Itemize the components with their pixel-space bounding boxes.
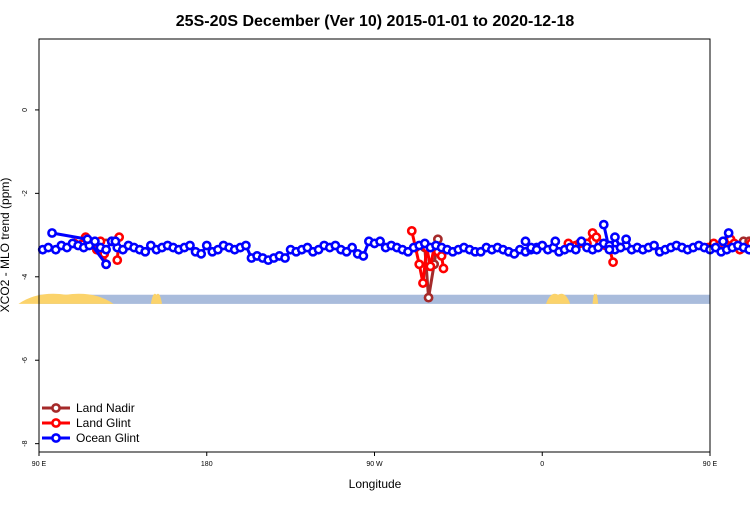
x-tick-label: 0	[540, 461, 544, 468]
data-point	[438, 263, 449, 274]
data-point	[140, 246, 151, 257]
data-point	[82, 234, 93, 245]
series-land-glint	[69, 225, 750, 288]
data-point	[744, 244, 750, 255]
data-point	[598, 219, 609, 230]
data-point	[615, 242, 626, 253]
data-point	[112, 255, 123, 266]
chart-title: 25S-20S December (Ver 10) 2015-01-01 to …	[176, 13, 575, 30]
y-tick-label: -6	[22, 357, 29, 363]
data-point	[358, 251, 369, 261]
y-axis: 0 -2 -4 -6 -8	[22, 108, 39, 447]
x-tick-label: 180	[201, 461, 213, 468]
data-point	[201, 240, 212, 251]
y-tick-label: -4	[22, 274, 29, 280]
x-tick-label: 90 E	[32, 461, 47, 468]
data-point	[531, 244, 542, 255]
legend-label: Land Glint	[76, 416, 131, 430]
series-layer	[37, 219, 750, 303]
legend-label: Land Nadir	[76, 401, 135, 415]
legend-entry: Land Glint	[42, 416, 131, 430]
series-ocean-glint	[37, 219, 750, 270]
y-tick-label: -8	[22, 440, 29, 446]
data-point	[47, 228, 57, 238]
data-point	[375, 236, 385, 247]
land-region	[150, 293, 163, 304]
data-point	[570, 244, 581, 255]
data-point	[406, 225, 417, 236]
legend-marker	[51, 418, 61, 428]
data-point	[610, 232, 620, 243]
legend-label: Ocean Glint	[76, 431, 140, 445]
y-tick-label: -2	[22, 190, 29, 196]
land-region	[592, 293, 599, 304]
land-region	[18, 293, 114, 304]
data-point	[418, 278, 428, 288]
data-point	[723, 228, 734, 238]
legend-marker	[51, 403, 61, 413]
data-point	[280, 253, 290, 263]
data-point	[520, 236, 531, 247]
data-point	[621, 234, 632, 245]
data-point	[347, 242, 358, 253]
data-point	[604, 244, 615, 255]
y-axis-label: XCO2 - MLO trend (ppm)	[0, 178, 12, 313]
data-point	[423, 292, 434, 303]
data-point	[550, 236, 561, 247]
legend-entry: Ocean Glint	[42, 431, 140, 445]
land-region	[545, 293, 571, 304]
x-tick-label: 90 E	[703, 461, 718, 468]
x-axis: 90 E 180 90 W 0 90 E	[32, 452, 718, 468]
data-point	[110, 236, 121, 247]
data-point	[185, 240, 195, 251]
x-tick-label: 90 W	[366, 461, 383, 468]
x-axis-label: Longitude	[349, 477, 402, 491]
legend-marker	[51, 433, 61, 443]
data-point	[414, 259, 425, 270]
legend-entry: Land Nadir	[42, 401, 135, 415]
data-point	[101, 259, 111, 270]
data-point	[718, 236, 728, 247]
data-point	[425, 261, 436, 272]
ocean-band	[39, 294, 710, 304]
data-point	[196, 248, 207, 259]
data-point	[101, 244, 111, 255]
data-point	[43, 242, 54, 253]
data-point	[608, 257, 618, 268]
y-tick-label: 0	[22, 108, 29, 112]
data-point	[240, 240, 251, 251]
data-point	[576, 236, 587, 247]
data-point	[649, 240, 659, 251]
land-ocean-band	[18, 293, 710, 304]
